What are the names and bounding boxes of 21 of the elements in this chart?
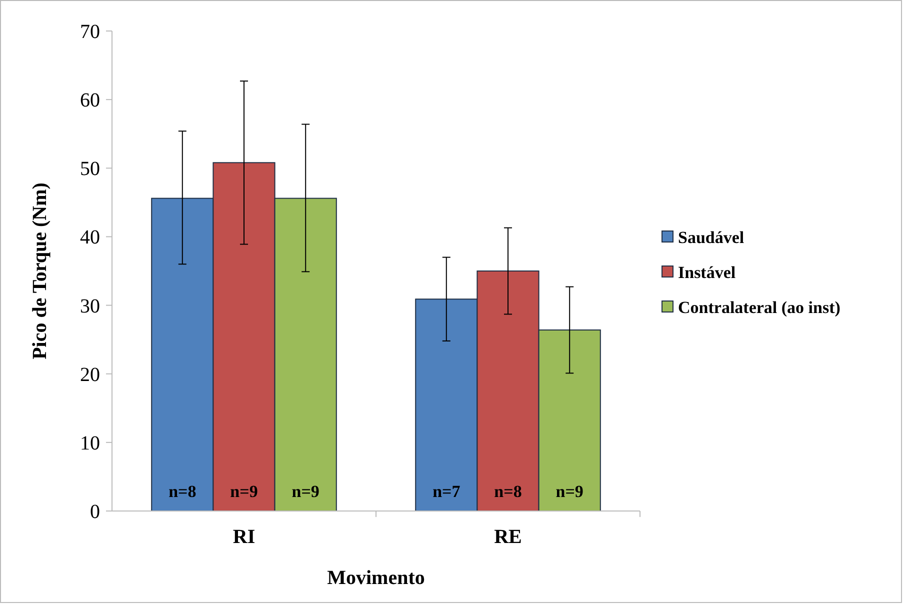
annotation: n=9 — [230, 482, 258, 501]
legend-label: Saudável — [678, 228, 744, 247]
x-axis-title: Movimento — [327, 567, 425, 589]
legend-label: Contralateral (ao inst) — [678, 298, 840, 317]
annotation: n=9 — [292, 482, 320, 501]
annotation: n=9 — [556, 482, 584, 501]
y-tick-label: 20 — [80, 364, 100, 386]
y-axis-title: Pico de Torque (Nm) — [29, 182, 51, 360]
y-tick-label: 10 — [80, 432, 100, 454]
y-tick-label: 0 — [90, 501, 100, 523]
x-tick-label: RI — [232, 526, 256, 548]
y-tick-label: 60 — [80, 90, 100, 112]
annotation: n=7 — [432, 482, 461, 501]
annotation: n=8 — [168, 482, 196, 501]
x-tick-label: RE — [494, 526, 522, 548]
legend-label: Instável — [678, 262, 736, 282]
y-tick-label: 30 — [80, 295, 100, 318]
y-tick-label: 40 — [80, 226, 100, 249]
y-tick-label: 50 — [80, 158, 100, 180]
annotation: n=8 — [494, 482, 522, 501]
y-tick-label: 70 — [80, 21, 100, 43]
